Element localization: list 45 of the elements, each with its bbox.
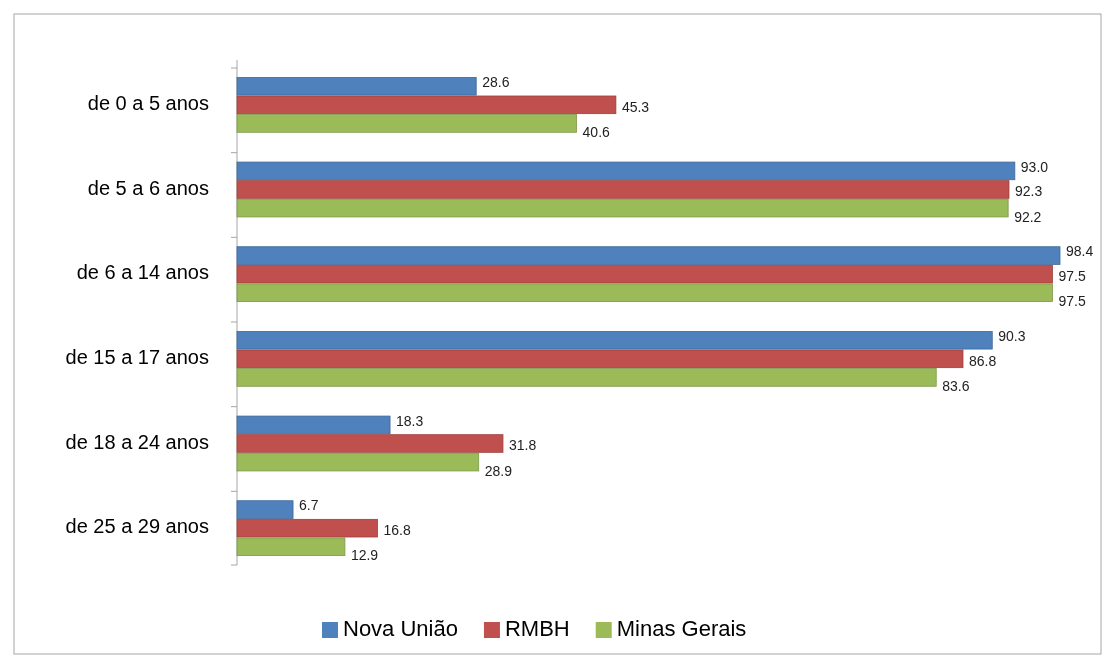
data-label: 28.9 — [484, 462, 513, 479]
y-tick-label: de 18 a 24 anos — [65, 430, 209, 453]
data-label: 16.8 — [383, 521, 411, 538]
data-label: 45.3 — [621, 98, 650, 115]
bar — [236, 349, 964, 369]
bar — [236, 331, 993, 350]
data-label: 40.6 — [582, 124, 611, 141]
data-label: 97.5 — [1058, 293, 1086, 310]
y-tick-label: de 6 a 14 anos — [76, 261, 209, 284]
data-label: 83.6 — [942, 378, 970, 395]
bar — [236, 368, 937, 387]
bar — [236, 180, 1010, 199]
bar — [236, 114, 577, 133]
y-tick-label: de 0 a 5 anos — [87, 92, 209, 115]
legend-label: Nova União — [343, 615, 458, 641]
bar — [236, 198, 1009, 218]
data-label: 18.3 — [396, 412, 424, 429]
legend-label: Minas Gerais — [616, 615, 747, 641]
data-label: 6.7 — [299, 497, 319, 514]
data-label: 31.8 — [508, 437, 537, 454]
bar — [236, 415, 391, 435]
data-label: 92.2 — [1014, 208, 1042, 225]
bar — [236, 537, 346, 556]
y-tick-label: de 15 a 17 anos — [65, 346, 209, 369]
bar — [236, 77, 477, 96]
bar — [236, 246, 1061, 265]
bar — [236, 264, 1053, 284]
bar — [236, 283, 1053, 302]
data-label: 28.6 — [482, 73, 510, 90]
bar — [236, 95, 617, 115]
bar — [236, 500, 294, 519]
legend-label: RMBH — [504, 615, 570, 641]
bar — [236, 434, 504, 453]
bar — [236, 452, 480, 472]
data-label: 93.0 — [1020, 158, 1049, 175]
data-label: 12.9 — [350, 547, 379, 564]
data-label: 98.4 — [1066, 243, 1094, 260]
data-label: 92.3 — [1014, 183, 1043, 200]
data-label: 97.5 — [1058, 267, 1086, 284]
y-tick-label: de 5 a 6 anos — [87, 176, 209, 199]
data-label: 86.8 — [968, 352, 997, 369]
bar — [236, 161, 1016, 181]
bar — [236, 518, 378, 538]
data-label: 90.3 — [998, 327, 1026, 344]
y-tick-label: de 25 a 29 anos — [65, 515, 209, 538]
